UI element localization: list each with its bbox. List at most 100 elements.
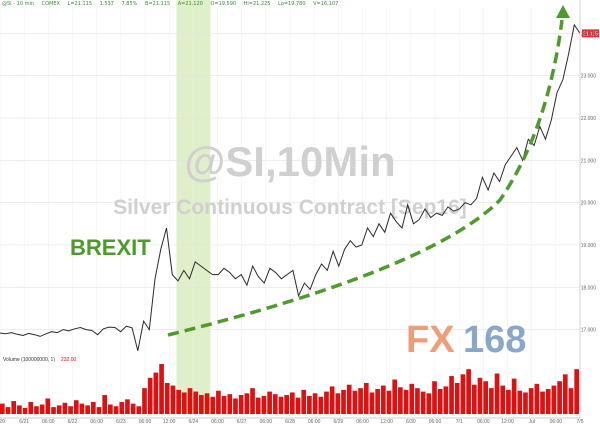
volume-bars-layer <box>0 364 579 414</box>
volume-bar <box>108 404 113 414</box>
volume-bar <box>363 382 369 414</box>
volume-bar <box>545 389 551 414</box>
x-tick-label: 06:00 <box>429 419 442 425</box>
volume-bar <box>267 391 272 414</box>
x-tick-label: 06:00 <box>477 419 490 425</box>
quote-last: L=21.115 <box>67 1 93 7</box>
trend-arrow <box>167 5 570 337</box>
quote-header: @SI - 10 min COMEX L=21.115 1.537 7.85% … <box>2 1 344 10</box>
volume-bar <box>432 381 437 414</box>
grid-layer <box>0 8 581 414</box>
x-tick-label: Jul <box>528 419 534 425</box>
volume-bar <box>244 393 250 414</box>
volume-bar <box>443 386 449 414</box>
volume-bar <box>250 388 255 414</box>
x-tick-label: 6/20 <box>0 419 5 425</box>
volume-bar <box>528 388 534 414</box>
x-tick-label: 06:00 <box>139 419 152 425</box>
volume-bar <box>181 392 187 414</box>
volume-bar <box>79 403 85 414</box>
volume-bar <box>369 392 375 414</box>
volume-bar <box>380 385 386 414</box>
x-tick-label: 6/29 <box>333 419 343 425</box>
last-price-tag <box>582 29 599 38</box>
volume-bar <box>517 390 523 414</box>
volume-bar <box>68 406 73 414</box>
volume-bar <box>477 377 483 414</box>
volume-bar <box>341 389 346 414</box>
x-tick-label: 12:00 <box>501 419 514 425</box>
volume-bar <box>500 385 506 414</box>
volume-bar <box>216 390 221 414</box>
quote-symbol: @SI - 10 min <box>2 1 35 7</box>
brexit-label: BREXIT <box>70 235 151 260</box>
volume-bar <box>318 396 324 414</box>
volume-bar <box>199 395 204 414</box>
watermark-title: @SI,10Min <box>184 138 395 185</box>
volume-bar <box>119 401 125 414</box>
volume-bar <box>506 389 511 414</box>
x-tick-label: 6/24 <box>188 419 198 425</box>
x-tick-label: 06:00 <box>42 419 55 425</box>
volume-title: Volume (100000000, 1) <box>3 357 55 363</box>
y-tick-label: 18.000 <box>581 285 597 291</box>
quote-low: Lo=19.780 <box>278 1 306 7</box>
volume-bar <box>386 390 392 414</box>
y-tick-label: 20.000 <box>581 201 597 207</box>
volume-bar <box>415 388 420 414</box>
volume-bar <box>307 395 312 414</box>
volume-bar <box>574 369 579 414</box>
volume-bar <box>153 372 159 414</box>
volume-last: 232.00 <box>61 357 77 363</box>
volume-bar <box>136 406 142 414</box>
volume-bar <box>466 369 471 414</box>
quote-ask: A=21.120 <box>177 1 203 7</box>
volume-bar <box>312 393 318 414</box>
volume-bar <box>34 406 39 414</box>
volume-bar <box>204 393 210 414</box>
volume-bar <box>125 399 130 414</box>
fx168-logo: FX 168 <box>406 319 526 361</box>
volume-bar <box>28 401 34 414</box>
x-tick-label: 06:00 <box>90 419 103 425</box>
volume-bar <box>227 394 233 414</box>
x-tick-label: 06:00 <box>211 419 224 425</box>
y-tick-label: 17.000 <box>581 328 597 334</box>
volume-bar <box>454 382 460 414</box>
volume-bar <box>335 393 341 414</box>
fx168-logo-168: 168 <box>463 319 526 361</box>
volume-bar <box>261 395 267 414</box>
quote-exchange: COMEX <box>41 1 60 7</box>
volume-bar <box>483 381 489 414</box>
volume-bar <box>51 407 56 414</box>
x-tick-label: 6/28 <box>285 419 295 425</box>
volume-bar <box>102 395 108 414</box>
x-tick-label: 12:00 <box>380 419 393 425</box>
volume-bar <box>17 405 22 414</box>
last-price-label: 21.115 <box>583 31 598 37</box>
price-series-line <box>0 23 581 351</box>
volume-bar <box>460 374 466 414</box>
y-tick-label: 19.000 <box>581 243 597 249</box>
volume-bar <box>568 388 574 414</box>
volume-bar <box>193 391 199 414</box>
x-tick-label: 6/22 <box>68 419 78 425</box>
volume-bar <box>142 388 147 414</box>
volume-bar <box>290 392 295 414</box>
y-tick-label: 24.000 <box>581 31 597 37</box>
volume-bar <box>557 381 562 414</box>
volume-bar <box>409 383 415 414</box>
volume-bar <box>238 395 244 414</box>
volume-bar <box>295 397 301 414</box>
x-tick-label: 6/30 <box>406 419 416 425</box>
volume-bar <box>324 391 329 414</box>
volume-bar <box>56 405 62 414</box>
y-tick-label: 23.000 <box>581 74 597 80</box>
volume-bar <box>5 407 11 414</box>
volume-bar <box>159 364 164 414</box>
x-tick-label: 06:00 <box>260 419 273 425</box>
volume-bar <box>90 401 96 414</box>
volume-bar <box>523 392 528 414</box>
